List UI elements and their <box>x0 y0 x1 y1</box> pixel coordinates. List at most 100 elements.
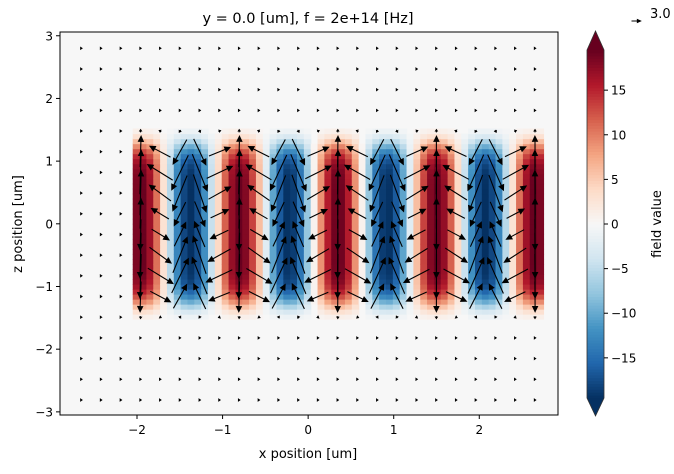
heatmap-cell <box>502 183 510 190</box>
y-tick-label: 0 <box>45 217 53 231</box>
quiver-arrow <box>80 67 83 71</box>
heatmap-cell <box>180 158 189 165</box>
heatmap-cell <box>536 153 545 160</box>
heatmap-cell <box>495 253 503 260</box>
heatmap-cell <box>522 203 531 210</box>
heatmap-cell <box>536 304 545 310</box>
heatmap-cell <box>392 268 401 275</box>
heatmap-cell <box>536 143 545 150</box>
quiver-arrow <box>469 221 482 247</box>
heatmap-cell <box>509 178 517 185</box>
heatmap-cell <box>208 258 216 265</box>
heatmap-cell <box>433 213 442 220</box>
heatmap-cell <box>344 153 353 160</box>
colorbar-segment <box>587 380 604 384</box>
heatmap-cell <box>406 173 414 180</box>
heatmap-cell <box>297 263 305 270</box>
heatmap-cell <box>221 294 230 300</box>
heatmap-cell <box>160 143 168 150</box>
heatmap-cell <box>194 133 202 140</box>
quiver-arrow <box>415 87 419 92</box>
heatmap-cell <box>276 299 284 305</box>
quiver-arrow <box>370 283 385 309</box>
heatmap-cell <box>502 233 510 240</box>
heatmap-cell <box>365 238 373 245</box>
quiver-arrow <box>198 336 202 340</box>
heatmap-cell <box>495 168 503 175</box>
quiver-arrow <box>249 208 268 220</box>
quiver-arrow <box>494 336 498 340</box>
heatmap-cell <box>475 273 483 280</box>
quiver-arrow <box>159 377 162 382</box>
quiver-arrow <box>119 398 123 402</box>
colorbar-segment <box>587 122 604 126</box>
heatmap-cell <box>392 178 401 185</box>
quiver-arrow <box>159 356 162 361</box>
heatmap-cell <box>221 223 230 230</box>
quiver-arrow <box>138 128 143 133</box>
heatmap-cell <box>351 198 360 205</box>
heatmap-cell <box>399 309 408 315</box>
colorbar-segment <box>587 145 604 150</box>
heatmap-cell <box>276 263 284 270</box>
heatmap-cell <box>529 268 538 275</box>
colorbar-segment <box>587 392 604 396</box>
quiver-arrow <box>218 398 221 402</box>
quiver-arrow <box>533 67 537 71</box>
heatmap-cell <box>481 233 490 240</box>
heatmap-cell <box>502 294 510 300</box>
heatmap-cell <box>201 148 209 155</box>
heatmap-cell <box>338 173 346 180</box>
heatmap-cell <box>372 228 380 235</box>
heatmap-cell <box>495 223 503 230</box>
heatmap-cell <box>440 273 449 280</box>
heatmap-cell <box>146 188 154 195</box>
heatmap-cell <box>529 309 538 315</box>
y-tick-label: 2 <box>45 92 53 106</box>
heatmap-cell <box>392 133 401 140</box>
heatmap-cell <box>351 138 360 145</box>
heatmap-cell <box>221 168 230 175</box>
quiver-arrow <box>474 377 478 382</box>
heatmap-cell <box>406 228 414 235</box>
heatmap-cell <box>262 294 271 300</box>
colorbar-segment <box>587 389 604 393</box>
quiver-arrow <box>376 336 379 340</box>
heatmap-cell <box>406 273 414 280</box>
heatmap-cell <box>324 299 332 305</box>
colorbar-segment <box>587 180 604 184</box>
heatmap-cell <box>413 299 421 305</box>
heatmap-cell <box>214 178 223 185</box>
quiver-arrow <box>193 138 207 166</box>
quiver-arrow <box>173 201 187 227</box>
heatmap-cell <box>522 314 531 320</box>
heatmap-cell <box>502 218 510 225</box>
heatmap-cell <box>338 233 346 240</box>
heatmap-cell <box>447 299 456 305</box>
heatmap-cell <box>242 128 250 135</box>
heatmap-cell <box>495 208 503 215</box>
heatmap-cell <box>269 253 278 260</box>
heatmap-cell <box>283 283 291 290</box>
heatmap-cell <box>317 238 326 245</box>
heatmap-cell <box>461 223 469 230</box>
heatmap-cell <box>495 153 503 160</box>
heatmap-cell <box>509 283 517 290</box>
colorbar-segment <box>587 96 604 100</box>
quiver-arrow <box>336 377 340 382</box>
heatmap-cell <box>146 218 154 225</box>
heatmap-cell <box>317 153 326 160</box>
heatmap-cell <box>255 163 264 170</box>
heatmap-cell <box>536 258 545 265</box>
heatmap-cell <box>475 278 483 285</box>
heatmap-cell <box>180 153 189 160</box>
heatmap-cell <box>297 198 305 205</box>
heatmap-cell <box>201 299 209 305</box>
heatmap-cell <box>481 314 490 320</box>
heatmap-cell <box>522 263 531 270</box>
heatmap-cell <box>194 158 202 165</box>
heatmap-cell <box>536 309 545 315</box>
heatmap-cell <box>488 304 497 310</box>
heatmap-cell <box>351 178 360 185</box>
heatmap-cell <box>488 138 497 145</box>
